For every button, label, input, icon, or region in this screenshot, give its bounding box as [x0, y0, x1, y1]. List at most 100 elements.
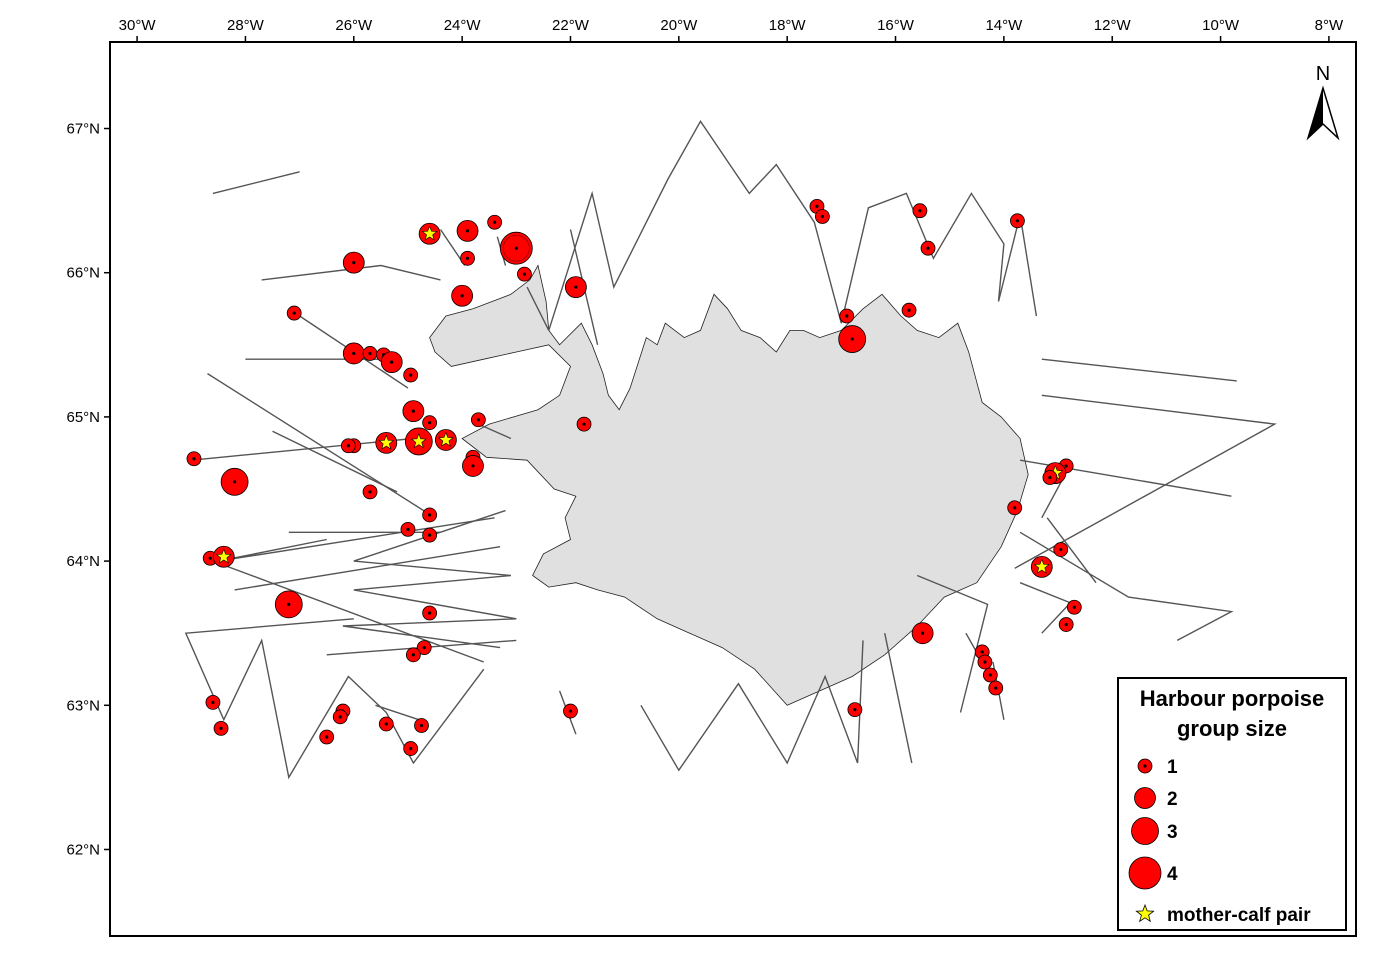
- legend-box: [1117, 677, 1347, 931]
- sighting-center-dot: [1064, 622, 1068, 627]
- sighting-center-dot: [1059, 547, 1063, 552]
- mother-calf-star-icon: [421, 225, 438, 241]
- sighting-center-dot: [428, 421, 432, 425]
- north-arrow: N: [1306, 63, 1340, 141]
- lon-tick-label: 8°W: [1315, 17, 1344, 34]
- sighting-center-dot: [325, 735, 329, 739]
- mother-calf-star-icon: [215, 548, 232, 564]
- sighting-center-dot: [983, 660, 987, 664]
- lat-tick-label: 62°N: [66, 841, 100, 858]
- survey-track-line: [1046, 517, 1097, 584]
- legend-size-label: 2: [1167, 789, 1178, 810]
- lon-tick-label: 20°W: [660, 17, 698, 34]
- sighting-center-dot: [465, 229, 470, 233]
- mother-calf-star-icon: [378, 434, 395, 450]
- sighting-center-dot: [907, 308, 911, 312]
- legend-items: 1 2 3 4: [1128, 757, 1178, 890]
- sighting-center-dot: [926, 246, 930, 250]
- sighting-center-dot: [994, 686, 998, 690]
- sighting-center-dot: [352, 351, 356, 356]
- lon-tick-label: 18°W: [769, 17, 807, 34]
- lon-tick-label: 24°W: [444, 17, 482, 34]
- sighting-center-dot: [980, 650, 984, 654]
- iceland-landmass: [429, 264, 1029, 706]
- survey-tracks: [184, 119, 1277, 780]
- sighting-center-dot: [514, 246, 518, 250]
- sighting-center-dot: [292, 311, 296, 315]
- sighting-center-dot: [384, 722, 388, 726]
- legend-size-label: 1: [1167, 757, 1178, 778]
- sighting-center-dot: [192, 457, 196, 461]
- sighting-center-dot: [419, 723, 424, 728]
- porpoise-sightings: [186, 198, 1082, 756]
- survey-track-line: [1019, 531, 1234, 642]
- sighting-center-dot: [233, 480, 237, 484]
- legend-size-marker: [1131, 817, 1159, 845]
- sighting-center-dot: [921, 631, 925, 635]
- lon-tick-label: 12°W: [1094, 17, 1132, 34]
- sighting-center-dot: [428, 611, 432, 615]
- survey-track-line: [342, 509, 517, 649]
- north-arrow-fill-icon: [1308, 88, 1323, 138]
- survey-track-line: [1041, 358, 1237, 382]
- survey-track-line: [640, 640, 864, 772]
- latitude-ticks: 62°N 63°N 64°N 65°N 66°N 67°N: [66, 121, 110, 858]
- survey-track-line: [916, 574, 989, 713]
- sighting-center-dot: [815, 204, 819, 208]
- sighting-center-dot: [471, 464, 475, 468]
- sighting-center-dot: [428, 513, 432, 517]
- legend-star-label: mother-calf pair: [1167, 905, 1311, 926]
- sighting-center-dot: [411, 409, 415, 413]
- sighting-center-dot: [918, 209, 922, 213]
- sighting-center-dot: [1013, 506, 1017, 510]
- lon-tick-label: 26°W: [335, 17, 373, 34]
- sighting-center-dot: [368, 351, 372, 356]
- lat-tick-label: 63°N: [66, 697, 100, 714]
- legend: Harbour porpoise group size 1 2 3 4 mother-…: [1117, 677, 1347, 931]
- longitude-ticks: 30°W 28°W 26°W 24°W 22°W 20°W 18°W 16°W 14°W 12°W…: [119, 17, 1344, 42]
- sighting-center-dot: [988, 673, 992, 677]
- sighting-center-dot: [568, 709, 573, 713]
- north-arrow-label: N: [1316, 63, 1330, 85]
- survey-track-line: [884, 633, 913, 764]
- sighting-center-dot: [411, 653, 415, 657]
- legend-title-line2: group size: [1177, 716, 1287, 741]
- sighting-center-dot: [476, 418, 480, 422]
- sighting-center-dot: [1064, 464, 1068, 468]
- survey-track-line: [272, 430, 398, 493]
- survey-track-line: [548, 119, 1038, 331]
- lat-tick-label: 67°N: [66, 121, 100, 138]
- sighting-center-dot: [219, 726, 223, 730]
- survey-track-line: [261, 264, 441, 281]
- legend-size-label: 4: [1167, 864, 1178, 885]
- sighting-center-dot: [422, 646, 426, 650]
- survey-track-line: [1041, 603, 1070, 634]
- sighting-center-dot: [338, 715, 342, 719]
- sighting-center-dot: [1015, 219, 1020, 223]
- sighting-center-dot: [460, 294, 464, 298]
- sighting-center-dot: [845, 314, 849, 318]
- survey-track-line: [212, 560, 485, 663]
- legend-star-icon: [1135, 903, 1155, 923]
- sighting-center-dot: [853, 708, 857, 712]
- lon-tick-label: 30°W: [119, 17, 157, 34]
- sighting-center-dot: [428, 533, 432, 537]
- mother-calf-star-icon: [1033, 558, 1050, 574]
- survey-track-line: [1019, 582, 1075, 606]
- sighting-center-dot: [287, 602, 291, 606]
- survey-track-line: [526, 286, 550, 331]
- sighting-center-dot: [211, 700, 215, 705]
- survey-track-line: [1014, 394, 1277, 569]
- sighting-center-dot: [368, 490, 372, 494]
- legend-marker-dot: [1143, 764, 1147, 768]
- sighting-center-dot: [465, 256, 470, 260]
- survey-track-line: [234, 546, 501, 591]
- sighting-center-dot: [1048, 475, 1052, 480]
- lon-tick-label: 16°W: [877, 17, 915, 34]
- sighting-center-dot: [409, 373, 413, 377]
- mother-calf-star-icon: [437, 431, 454, 447]
- sighting-center-dot: [574, 285, 578, 289]
- lon-tick-label: 28°W: [227, 17, 265, 34]
- survey-track-line: [207, 373, 436, 519]
